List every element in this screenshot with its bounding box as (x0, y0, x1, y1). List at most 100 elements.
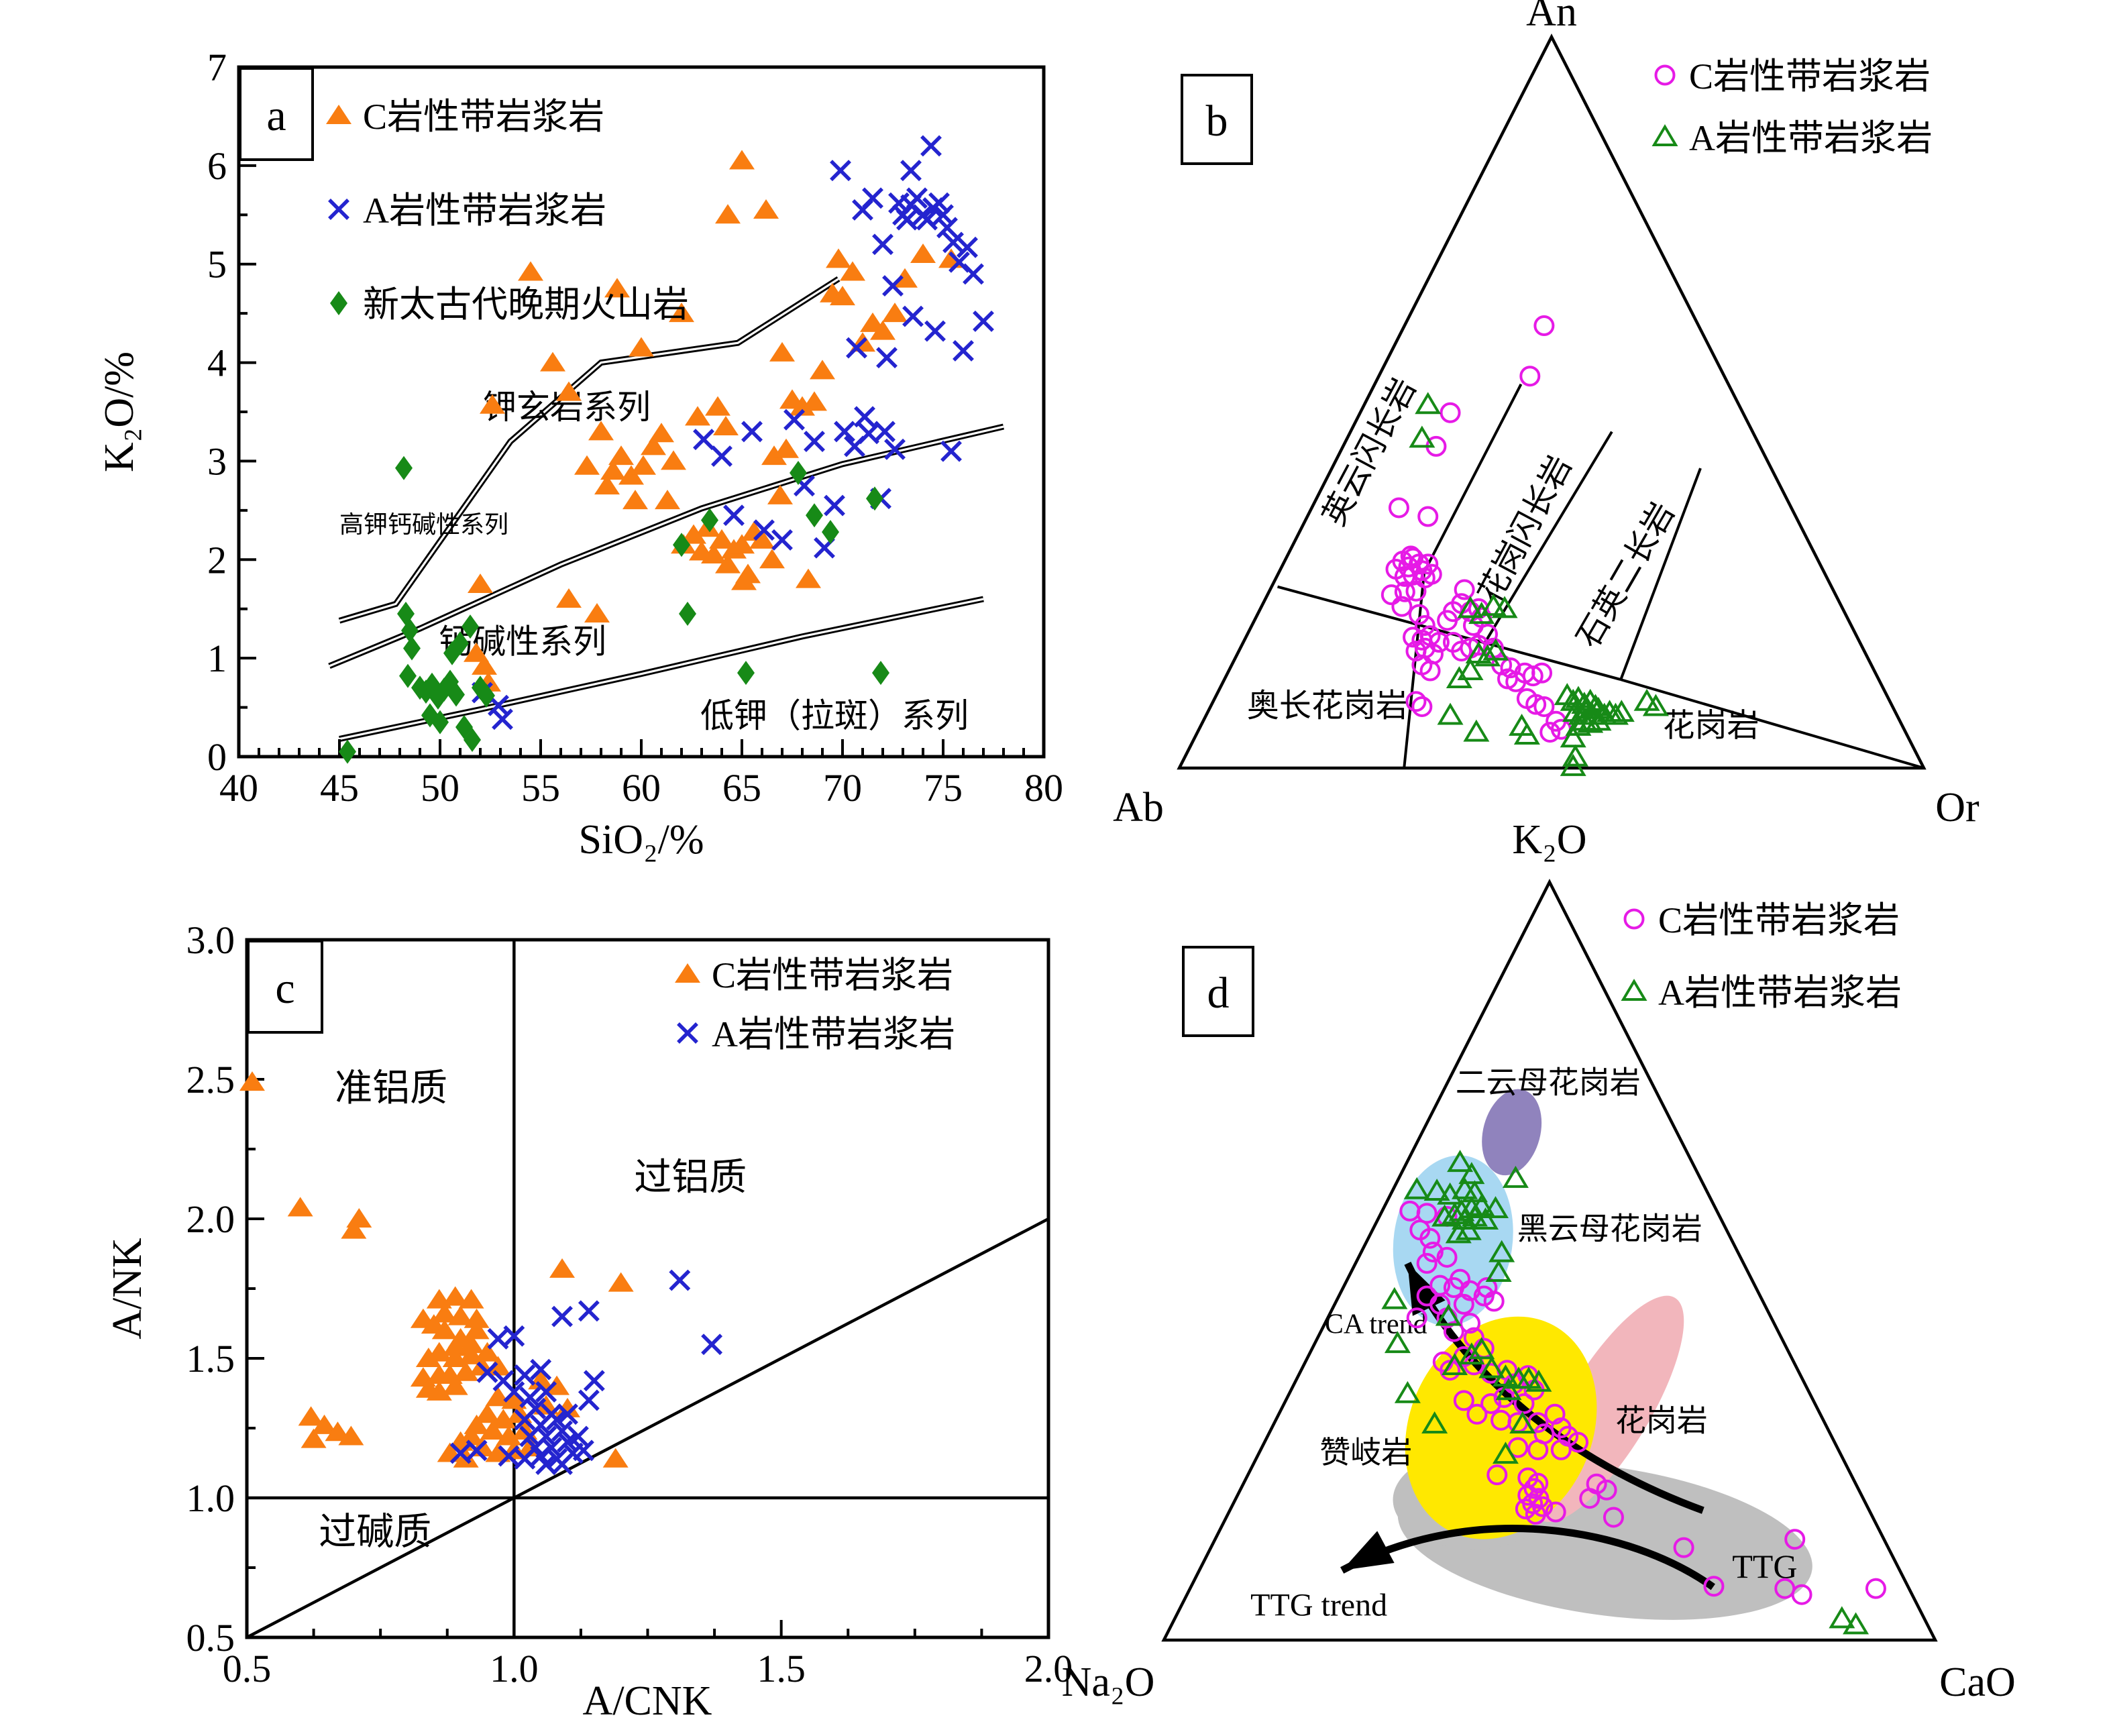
data-point (830, 160, 851, 182)
legend-label: C岩性带岩浆岩 (1689, 56, 1931, 97)
data-point (1560, 753, 1586, 776)
data-point (1483, 1291, 1505, 1312)
data-point (729, 534, 755, 554)
data-point (973, 310, 994, 332)
panel-letter: d (1207, 969, 1230, 1018)
data-point (729, 150, 755, 170)
data-point (485, 1387, 511, 1407)
corner-label-top: An (1526, 0, 1577, 35)
data-point (713, 416, 739, 436)
data-point (1533, 696, 1555, 717)
data-point (594, 475, 620, 495)
data-point (715, 553, 741, 574)
data-point (629, 337, 654, 357)
data-point (514, 1364, 536, 1386)
data-point (1453, 1390, 1474, 1411)
data-point (1436, 1246, 1458, 1268)
data-point (474, 1342, 500, 1362)
data-point (1473, 1285, 1495, 1307)
data-point (1400, 545, 1421, 567)
y-tick-label: 2 (207, 538, 227, 582)
panel-letter-box (1181, 74, 1253, 165)
data-point (492, 708, 513, 730)
data-point (741, 421, 763, 443)
legend-marker-tri_open (1621, 979, 1647, 1001)
data-point (311, 1414, 337, 1434)
data-point (1602, 702, 1629, 725)
data-point (822, 520, 839, 545)
data-point (1477, 624, 1499, 645)
field-boundary-line (1423, 383, 1523, 573)
data-point (588, 421, 614, 441)
y-tick-label: 1 (207, 637, 227, 680)
data-point (737, 661, 755, 686)
data-point (442, 1286, 468, 1306)
data-point (443, 641, 461, 665)
data-point (449, 1442, 472, 1464)
data-point (1865, 1578, 1886, 1599)
data-point (431, 1303, 457, 1323)
legend-label: A岩性带岩浆岩 (1658, 973, 1902, 1013)
TTG-trend-arrow-head (1342, 1531, 1395, 1571)
data-point (1460, 1313, 1481, 1334)
y-axis-title: K₂O/% (97, 351, 142, 472)
data-point (846, 337, 867, 359)
data-point (480, 1420, 506, 1440)
data-point (1527, 1472, 1549, 1494)
data-point (705, 396, 730, 416)
region-label: 黑云母花岗岩 (1517, 1212, 1702, 1246)
data-point (834, 421, 855, 443)
data-point (673, 533, 690, 557)
data-point (503, 1325, 525, 1347)
data-point (1466, 1403, 1488, 1425)
data-point (431, 710, 449, 735)
data-point (403, 636, 421, 661)
data-point (501, 1389, 527, 1409)
data-point (608, 1272, 634, 1292)
data-point (1458, 1342, 1485, 1365)
corner-label-right: Or (1935, 785, 1980, 830)
legend-label: C岩性带岩浆岩 (1658, 900, 1900, 940)
data-point (1579, 1488, 1601, 1509)
data-point (426, 1380, 452, 1401)
data-point (920, 135, 942, 157)
field-boundary-line (1620, 678, 1925, 769)
data-point (557, 1431, 578, 1453)
data-point (1522, 665, 1543, 687)
y-tick-label: 0.5 (186, 1616, 235, 1660)
data-point (1560, 725, 1586, 748)
data-point (769, 341, 795, 362)
data-point (790, 396, 815, 416)
data-point (1416, 1252, 1438, 1274)
data-point (1703, 1576, 1725, 1597)
data-point (301, 1428, 327, 1448)
sanukitoid-field (1405, 1316, 1597, 1539)
legend-marker-circle_open (1623, 908, 1645, 930)
data-point (602, 1448, 629, 1468)
series-volcanic (339, 455, 889, 764)
data-point (600, 460, 626, 480)
data-point (884, 438, 906, 460)
data-point (882, 275, 904, 296)
data-point (1457, 596, 1484, 618)
region-label: 花岗岩 (1615, 1403, 1708, 1437)
data-point (458, 1289, 484, 1309)
data-point (1495, 1378, 1522, 1401)
data-point (1474, 644, 1501, 667)
x-tick-label: 40 (219, 766, 258, 810)
data-point (551, 1420, 573, 1442)
TTG-trend-arrow (1340, 1525, 1715, 1590)
data-point (555, 1397, 580, 1417)
data-point (932, 204, 954, 226)
data-point (1463, 719, 1490, 742)
field-boundary-line (1482, 431, 1613, 645)
data-point (936, 217, 958, 239)
data-point (462, 614, 479, 639)
data-point (1421, 1411, 1448, 1433)
data-point (490, 1409, 517, 1429)
data-point (963, 263, 984, 285)
legend-label: C岩性带岩浆岩 (363, 97, 604, 137)
data-point (549, 1258, 576, 1278)
data-point (1527, 1439, 1549, 1460)
